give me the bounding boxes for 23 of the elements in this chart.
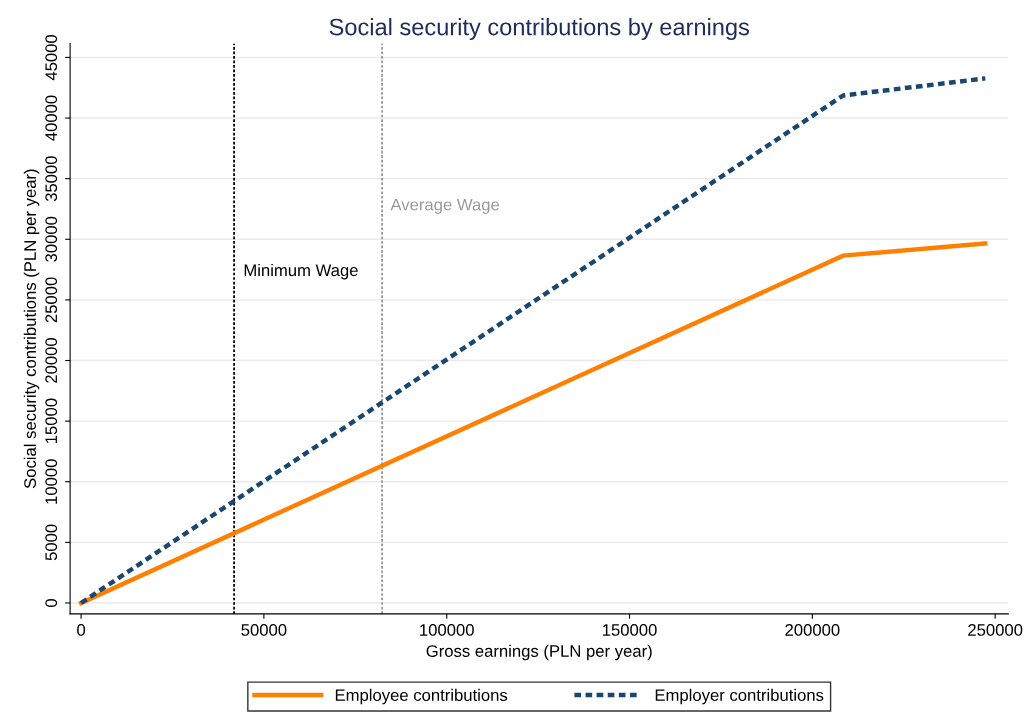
y-axis-title: Social security contributions (PLN per year) — [23, 169, 40, 489]
y-tick-label: 20000 — [45, 337, 58, 383]
y-tick-label: 45000 — [45, 34, 58, 81]
legend-label: Employer contributions — [655, 688, 824, 705]
x-tick-label: 100000 — [420, 624, 474, 636]
y-tick-label: 15000 — [45, 398, 58, 444]
x-axis-title: Gross earnings (PLN per year) — [426, 644, 652, 661]
y-tick-label: 25000 — [45, 277, 58, 323]
chart-title: Social security contributions by earnings — [329, 18, 750, 41]
x-tick-label: 50000 — [241, 624, 287, 636]
x-tick-label: 200000 — [785, 624, 840, 636]
x-tick-label: 150000 — [602, 624, 657, 636]
x-tick-label: 250000 — [968, 624, 1023, 636]
ref-line-label: Minimum Wage — [244, 263, 358, 280]
y-tick-label: 0 — [45, 599, 58, 607]
x-tick-label: 0 — [77, 624, 86, 636]
y-tick-label: 40000 — [45, 95, 58, 141]
y-tick-label: 35000 — [45, 156, 58, 202]
y-tick-label: 10000 — [45, 459, 58, 504]
y-tick-label: 30000 — [45, 216, 58, 262]
y-tick-label: 5000 — [45, 524, 58, 561]
legend-label: Employee contributions — [335, 688, 508, 705]
ref-line-label: Average Wage — [390, 198, 500, 214]
